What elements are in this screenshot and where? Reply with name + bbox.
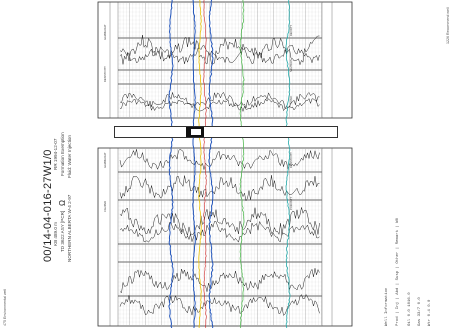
upper-track-label-3: DENSITY bbox=[290, 24, 293, 36]
well-detail-right-1: RR 1994-12-07 bbox=[53, 138, 58, 170]
well-info-row-1: Prod | Inj | Abd | Susp | Other | Remark… bbox=[396, 217, 400, 326]
log-divider-box bbox=[114, 126, 338, 138]
well-detail-2: TD 3622 ASY [PCR] bbox=[60, 210, 65, 252]
curve-yellow bbox=[198, 0, 202, 328]
well-info-heading: Well Information bbox=[385, 287, 389, 326]
lower-log-border bbox=[97, 147, 353, 327]
upper-track-label-2: RESISTIVITY bbox=[104, 66, 107, 82]
curve-teal bbox=[285, 0, 291, 328]
trace-upper-3 bbox=[119, 91, 320, 109]
well-detail-right-2: Formation Exemption bbox=[60, 132, 65, 176]
lower-track-label-4: POROSITY bbox=[290, 196, 293, 210]
trace-lower-1 bbox=[119, 148, 320, 170]
curve-red bbox=[203, 0, 207, 328]
trace-lower-4 bbox=[119, 220, 320, 243]
trace-lower-5 bbox=[119, 268, 320, 294]
trace-lower-6 bbox=[119, 293, 320, 316]
bottom-left-note: 475 Environmental well bbox=[3, 288, 7, 326]
upper-track-label-5: SONIC bbox=[290, 95, 293, 104]
upper-track-label-4: NEUTRON bbox=[290, 59, 293, 72]
well-detail-right-3: Fluid: Water Injection bbox=[67, 135, 72, 178]
curve-green bbox=[239, 0, 245, 328]
well-info-row-2: Oil 0.0 1016.0 bbox=[408, 292, 412, 326]
trace-upper-1 bbox=[119, 34, 320, 66]
curve-blue-center bbox=[192, 0, 196, 328]
trace-upper-4 bbox=[119, 98, 320, 113]
depth-marker-inner bbox=[191, 129, 201, 135]
well-info-row-3: Gas 33/7 0.0 bbox=[418, 297, 422, 326]
trace-lower-2 bbox=[119, 175, 320, 202]
status-glyph-icon: Ω bbox=[58, 200, 67, 206]
upper-track-label-1: GAMMA RAY bbox=[104, 24, 107, 40]
lower-track-label-3: RESISTIVITY bbox=[290, 152, 293, 168]
trace-lower-3 bbox=[119, 207, 320, 236]
well-detail-1: KB 489.0 m bbox=[53, 221, 58, 246]
well-detail-3: NORTHERN ALBERTA W-4 2-97 bbox=[67, 194, 72, 262]
curve-blue-right bbox=[208, 0, 214, 328]
top-right-note: 1226 Recommend well bbox=[446, 7, 450, 44]
trace-upper-2 bbox=[119, 44, 320, 64]
well-info-row-4: Wtr 0.4 0.0 bbox=[428, 299, 432, 326]
curve-blue-left bbox=[168, 0, 174, 328]
lower-track-label-1: GAMMA RAY bbox=[104, 152, 107, 168]
lower-track-label-2: CALIPER bbox=[104, 200, 107, 212]
